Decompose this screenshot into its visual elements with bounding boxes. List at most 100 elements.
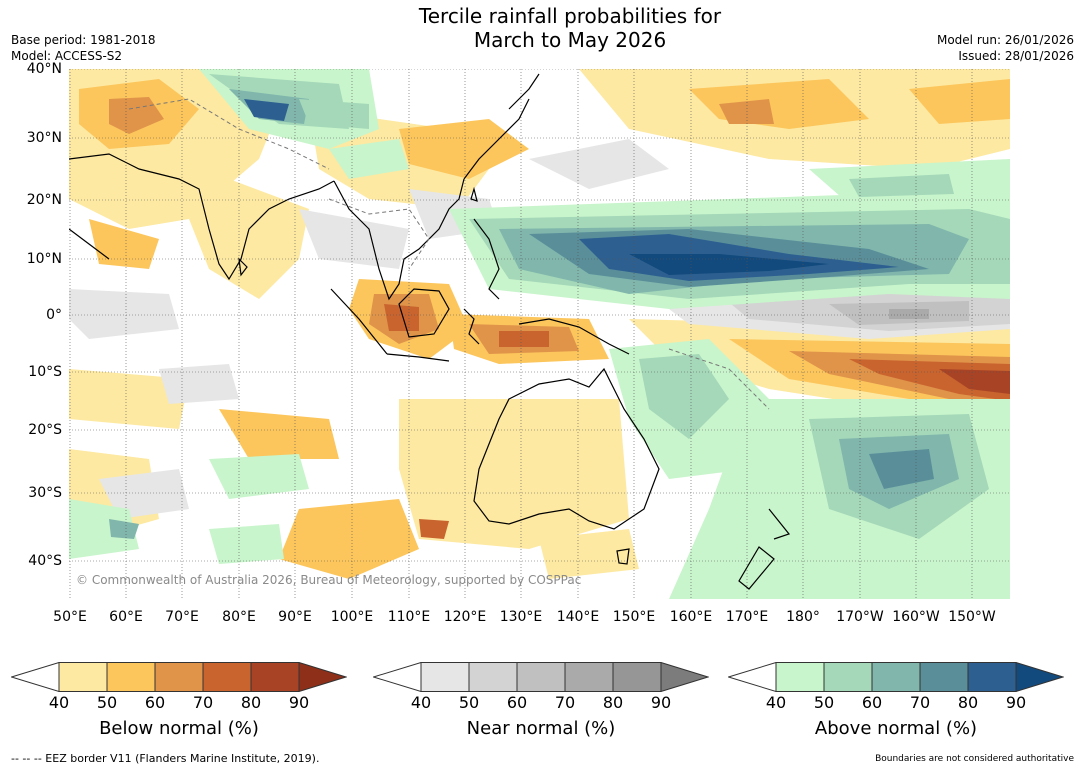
colorbar-tick: 90 xyxy=(288,693,310,712)
coast-borneo xyxy=(398,288,450,338)
lon-label: 160°W xyxy=(892,609,940,625)
colorbar-upper-arrow xyxy=(1015,661,1065,693)
colorbar-segment xyxy=(871,662,921,692)
colorbar-tick: 90 xyxy=(1005,693,1027,712)
lon-label: 100°E xyxy=(330,609,374,625)
coast-new-guinea xyxy=(518,318,630,355)
colorbar-segment xyxy=(919,662,969,692)
colorbar-segment xyxy=(420,662,470,692)
colorbar-segment xyxy=(564,662,614,692)
issued-date: Issued: 28/01/2026 xyxy=(958,49,1074,63)
colorbar-tick: 80 xyxy=(240,693,262,712)
colorbar-segment xyxy=(612,662,662,692)
colorbar-segment xyxy=(823,662,873,692)
lon-label: 80°E xyxy=(222,609,256,625)
coast-sri-lanka xyxy=(238,257,248,277)
lat-label: 20°N xyxy=(26,192,62,208)
colorbar-segment xyxy=(58,662,108,692)
lon-label: 70°E xyxy=(165,609,199,625)
colorbar-tick: 60 xyxy=(506,693,528,712)
lat-label: 40°N xyxy=(26,61,62,77)
coastlines xyxy=(69,73,791,590)
title-line-1: Tercile rainfall probabilities for xyxy=(418,4,722,28)
lon-label: 160°E xyxy=(669,609,713,625)
colorbar-tick: 80 xyxy=(602,693,624,712)
colorbar-tick: 50 xyxy=(458,693,480,712)
colorbar-label: Near normal (%) xyxy=(466,718,616,739)
colorbar-segment xyxy=(468,662,518,692)
lon-label: 140°E xyxy=(556,609,600,625)
lon-label: 150°W xyxy=(948,609,996,625)
lat-label: 10°N xyxy=(26,251,62,267)
colorbar-segment xyxy=(106,662,156,692)
colorbar-graphic xyxy=(371,661,710,693)
model-run: Model run: 26/01/2026 xyxy=(936,33,1074,47)
colorbar-tick: 90 xyxy=(650,693,672,712)
copyright-notice: © Commonwealth of Australia 2026, Bureau… xyxy=(76,573,582,587)
colorbar-upper-arrow xyxy=(298,661,348,693)
lon-label: 130°E xyxy=(499,609,543,625)
coast-sumatra xyxy=(330,288,388,355)
map-title: Tercile rainfall probabilities for March… xyxy=(320,4,820,52)
colorbar-upper-arrow xyxy=(660,661,710,693)
colorbar-tick: 80 xyxy=(957,693,979,712)
rainfall-map xyxy=(69,69,1010,599)
colorbar-tick: 60 xyxy=(861,693,883,712)
coast-indochina xyxy=(333,178,465,301)
colorbar-label: Above normal (%) xyxy=(814,718,978,739)
lon-label: 150°E xyxy=(612,609,656,625)
title-line-2: March to May 2026 xyxy=(473,28,667,52)
colorbar-segment xyxy=(250,662,300,692)
colorbar-near xyxy=(371,661,710,693)
lon-label: 120°E xyxy=(443,609,487,625)
coast-india xyxy=(69,153,335,281)
colorbar-lower-arrow xyxy=(371,661,422,693)
lat-label: 0° xyxy=(46,307,62,323)
coast-new-zealand xyxy=(738,508,791,590)
map-panel xyxy=(69,69,1010,599)
lat-label: 30°N xyxy=(26,130,62,146)
colorbar-tick: 50 xyxy=(96,693,118,712)
graticule xyxy=(69,69,1010,599)
eez-borders xyxy=(128,98,770,410)
coast-java xyxy=(386,353,450,362)
lon-label: 170°W xyxy=(836,609,884,625)
lat-label: 30°S xyxy=(28,485,62,501)
colorbar-tick: 60 xyxy=(144,693,166,712)
colorbar-tick: 70 xyxy=(192,693,214,712)
colorbar-lower-arrow xyxy=(9,661,60,693)
colorbar-segment xyxy=(775,662,825,692)
meta-left: Base period: 1981-2018 Model: ACCESS-S2 xyxy=(11,32,156,64)
boundaries-note: Boundaries are not considered authoritat… xyxy=(875,754,1074,764)
colorbar-tick: 40 xyxy=(765,693,787,712)
colorbar-tick: 70 xyxy=(554,693,576,712)
lon-label: 170°E xyxy=(725,609,769,625)
lat-label: 10°S xyxy=(28,364,62,380)
colorbar-label: Below normal (%) xyxy=(99,718,259,739)
coast-tasmania xyxy=(616,548,630,565)
colorbar-segment xyxy=(967,662,1017,692)
colorbar-below xyxy=(9,661,348,693)
lat-label: 40°S xyxy=(28,553,62,569)
lat-label: 20°S xyxy=(28,422,62,438)
coast-taiwan xyxy=(470,186,478,202)
lon-label: 180° xyxy=(786,609,820,625)
coast-sulawesi xyxy=(463,308,480,345)
colorbar-tick: 40 xyxy=(48,693,70,712)
coast-japan xyxy=(508,73,540,110)
lon-label: 110°E xyxy=(387,609,431,625)
above-normal-areas xyxy=(69,69,1010,599)
colorbar-graphic xyxy=(726,661,1065,693)
coast-australia xyxy=(473,367,660,530)
colorbar-graphic xyxy=(9,661,348,693)
lon-label: 50°E xyxy=(53,609,87,625)
colorbar-segment xyxy=(516,662,566,692)
coast-philippines xyxy=(473,218,500,300)
colorbar-lower-arrow xyxy=(726,661,777,693)
colorbar-segment xyxy=(202,662,252,692)
model-name: Model: ACCESS-S2 xyxy=(11,49,123,63)
meta-right: Model run: 26/01/2026 Issued: 28/01/2026 xyxy=(937,32,1074,64)
coast-arabia xyxy=(69,228,110,260)
coast-china xyxy=(463,98,530,180)
lon-label: 90°E xyxy=(278,609,312,625)
